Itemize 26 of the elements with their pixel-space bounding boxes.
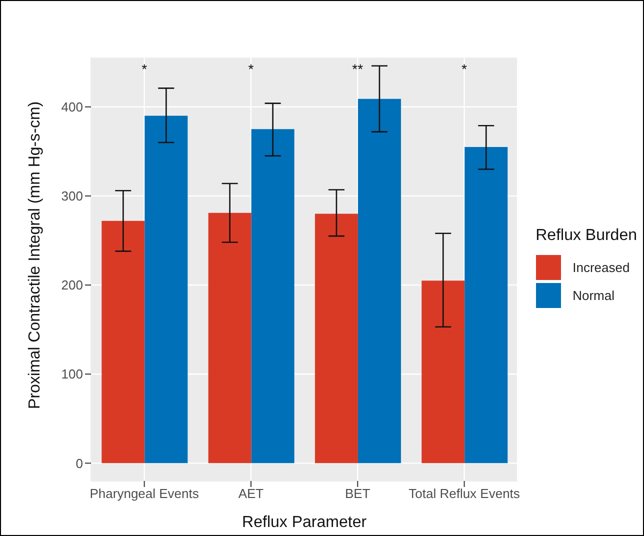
bar bbox=[464, 146, 508, 464]
bar bbox=[422, 280, 465, 464]
legend-label: Normal bbox=[572, 288, 615, 302]
x-tick-label: Total Reflux Events bbox=[408, 486, 520, 502]
bar bbox=[358, 98, 401, 464]
legend-label: Increased bbox=[572, 260, 630, 274]
y-axis-title: Proximal Contractile Integral (mm Hg-s-cm) bbox=[26, 101, 44, 409]
y-tick-label: 400 bbox=[61, 99, 83, 114]
annotation: * bbox=[462, 60, 468, 77]
annotation: * bbox=[248, 60, 254, 77]
x-tick-label: Pharyngeal Events bbox=[90, 486, 200, 502]
annotation: ** bbox=[352, 60, 364, 77]
bar bbox=[102, 220, 145, 464]
bar bbox=[251, 129, 294, 464]
y-tick-label: 0 bbox=[76, 456, 83, 471]
x-axis-title: Reflux Parameter bbox=[242, 514, 368, 531]
x-tick-label: BET bbox=[344, 486, 370, 502]
annotation: * bbox=[142, 60, 148, 77]
x-tick-label: AET bbox=[238, 486, 264, 502]
bar bbox=[144, 116, 188, 464]
legend-title: Reflux Burden bbox=[536, 227, 637, 245]
y-tick-label: 300 bbox=[61, 188, 83, 204]
y-tick-label: 200 bbox=[61, 278, 83, 293]
bar bbox=[314, 214, 358, 464]
y-tick-label: 100 bbox=[61, 366, 83, 382]
bar bbox=[208, 212, 252, 464]
